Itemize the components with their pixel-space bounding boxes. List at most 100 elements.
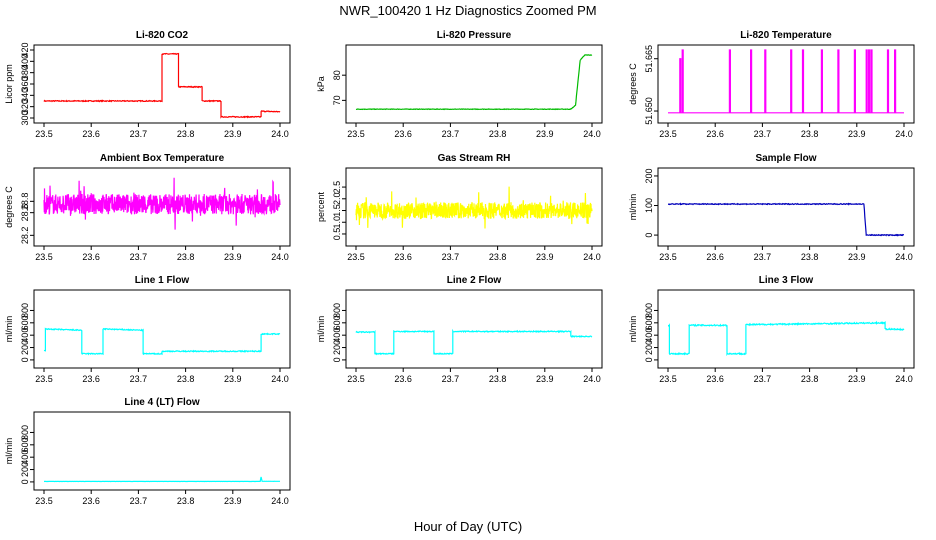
x-tick-label-ambient-box-temperature: 23.5	[35, 252, 53, 262]
x-tick-label-li-820-co2: 23.5	[35, 129, 53, 139]
series-line-ambient-box-temperature	[43, 177, 281, 230]
x-tick-label-gas-stream-rh: 23.5	[347, 252, 365, 262]
y-tick-label-li-820-co2: 320	[20, 99, 30, 114]
x-tick-label-line-3-flow: 23.8	[801, 374, 819, 384]
chart-title-li-820-pressure: Li-820 Pressure	[437, 30, 512, 41]
y-tick-label-li-820-co2: 420	[20, 42, 30, 57]
x-tick-label-ambient-box-temperature: 23.6	[82, 252, 100, 262]
x-tick-label-line-4-lt-flow: 23.5	[35, 496, 53, 506]
y-axis-label-li-820-co2: Licor ppm	[4, 64, 14, 104]
y-tick-label-sample-flow: 0	[644, 233, 654, 238]
series-line-line-3-flow	[667, 320, 905, 357]
y-tick-label-li-820-co2: 400	[20, 54, 30, 69]
y-tick-label-sample-flow: 200	[644, 168, 654, 183]
y-axis-label-line-4-lt-flow: ml/min	[4, 438, 14, 465]
x-tick-label-sample-flow: 23.9	[848, 252, 866, 262]
x-tick-label-line-3-flow: 23.9	[848, 374, 866, 384]
chart-line-2-flow: Line 2 Flow 23.5 23.6 23.7 23.8 23.9 24.0 0 2004…	[316, 275, 603, 384]
x-tick-label-line-2-flow: 23.7	[442, 374, 460, 384]
chart-li-820-pressure: Li-820 Pressure 23.5 23.6 23.7 23.8 23.9 24.0 7…	[316, 30, 603, 139]
y-axis-label-li-820-temperature: degrees C	[628, 63, 638, 105]
x-axis-sample-flow: 23.5 23.6 23.7 23.8 23.9 24.0	[659, 245, 913, 262]
x-tick-label-ambient-box-temperature: 24.0	[271, 252, 289, 262]
chart-sample-flow: Sample Flow 23.5 23.6 23.7 23.8 23.9 24.0 0 100 2…	[628, 153, 915, 262]
y-tick-label-li-820-pressure: 80	[332, 70, 342, 80]
x-tick-label-line-3-flow: 24.0	[895, 374, 913, 384]
series-line-li-820-temperature	[668, 49, 904, 114]
chart-line-4-lt-flow: Line 4 (LT) Flow 23.5 23.6 23.7 23.8 23.9 24.0…	[4, 397, 291, 506]
plot-frame-li-820-pressure	[345, 44, 603, 124]
x-tick-label-line-3-flow: 23.5	[659, 374, 677, 384]
x-tick-label-li-820-pressure: 23.8	[489, 129, 507, 139]
y-axis-ambient-box-temperature: 28.2 28.628.8	[20, 193, 34, 245]
x-tick-label-sample-flow: 23.6	[706, 252, 724, 262]
plot-frame-line-4-lt-flow	[33, 411, 291, 491]
plot-frame-line-2-flow	[345, 289, 603, 369]
chart-title-line-2-flow: Line 2 Flow	[447, 275, 502, 286]
x-axis-ambient-box-temperature: 23.5 23.6 23.7 23.8 23.9 24.0	[35, 245, 289, 262]
chart-title-ambient-box-temperature: Ambient Box Temperature	[100, 153, 225, 164]
x-tick-label-line-3-flow: 23.7	[754, 374, 772, 384]
chart-title-li-820-co2: Li-820 CO2	[136, 30, 189, 41]
x-tick-label-line-2-flow: 24.0	[583, 374, 601, 384]
x-tick-label-line-2-flow: 23.9	[536, 374, 554, 384]
y-tick-label-line-3-flow: 800	[644, 303, 654, 318]
y-tick-label-line-2-flow: 800	[332, 303, 342, 318]
x-axis-line-2-flow: 23.5 23.6 23.7 23.8 23.9 24.0	[347, 367, 601, 384]
y-axis-label-ambient-box-temperature: degrees C	[4, 186, 14, 228]
x-tick-label-li-820-pressure: 23.9	[536, 129, 554, 139]
x-tick-label-li-820-temperature: 23.8	[801, 129, 819, 139]
x-axis-line-1-flow: 23.5 23.6 23.7 23.8 23.9 24.0	[35, 367, 289, 384]
x-tick-label-line-4-lt-flow: 23.6	[82, 496, 100, 506]
chart-li-820-temperature: Li-820 Temperature 23.5 23.6 23.7 23.8 23.9 24…	[628, 30, 915, 139]
y-tick-label-gas-stream-rh: 0.5	[332, 228, 342, 241]
x-tick-label-sample-flow: 23.5	[659, 252, 677, 262]
y-tick-label-line-2-flow: 200	[332, 340, 342, 355]
chart-title-line-4-lt-flow: Line 4 (LT) Flow	[124, 397, 200, 408]
y-tick-label-line-3-flow: 200	[644, 340, 654, 355]
x-tick-label-line-3-flow: 23.6	[706, 374, 724, 384]
y-axis-sample-flow: 0 100 200	[644, 168, 658, 238]
x-axis-li-820-temperature: 23.5 23.6 23.7 23.8 23.9 24.0	[659, 122, 913, 139]
x-tick-label-line-1-flow: 23.8	[177, 374, 195, 384]
x-tick-label-ambient-box-temperature: 23.9	[224, 252, 242, 262]
y-axis-label-sample-flow: ml/min	[628, 194, 638, 221]
chart-li-820-co2: Li-820 CO2 23.5 23.6 23.7 23.8 23.9 24.0 300320…	[4, 30, 291, 139]
y-tick-label-sample-flow: 100	[644, 198, 654, 213]
x-tick-label-line-2-flow: 23.8	[489, 374, 507, 384]
series-line-line-1-flow	[43, 327, 281, 356]
y-tick-label-gas-stream-rh: 1.5	[332, 204, 342, 217]
x-tick-label-line-1-flow: 23.9	[224, 374, 242, 384]
series-line-gas-stream-rh	[355, 186, 593, 229]
y-tick-label-ambient-box-temperature: 28.2	[20, 227, 30, 245]
y-axis-label-line-1-flow: ml/min	[4, 316, 14, 343]
plot-frame-line-3-flow	[657, 289, 915, 369]
y-tick-label-gas-stream-rh: 2.5	[332, 181, 342, 194]
y-axis-li-820-pressure: 70 80	[332, 70, 346, 105]
chart-line-3-flow: Line 3 Flow 23.5 23.6 23.7 23.8 23.9 24.0 0 2004…	[628, 275, 915, 384]
x-tick-label-line-4-lt-flow: 24.0	[271, 496, 289, 506]
x-tick-label-li-820-pressure: 23.6	[394, 129, 412, 139]
y-tick-label-line-2-flow: 600	[332, 315, 342, 330]
y-tick-label-li-820-pressure: 70	[332, 95, 342, 105]
chart-title-line-1-flow: Line 1 Flow	[135, 275, 190, 286]
x-tick-label-sample-flow: 23.7	[754, 252, 772, 262]
chart-title-sample-flow: Sample Flow	[755, 153, 816, 164]
x-tick-label-li-820-temperature: 23.5	[659, 129, 677, 139]
x-tick-label-line-2-flow: 23.6	[394, 374, 412, 384]
x-tick-label-line-1-flow: 23.7	[130, 374, 148, 384]
y-axis-gas-stream-rh: 0.51.01.52.02.5	[332, 181, 346, 240]
y-tick-label-line-4-lt-flow: 200	[20, 462, 30, 477]
x-tick-label-gas-stream-rh: 23.7	[442, 252, 460, 262]
y-tick-label-line-1-flow: 200	[20, 340, 30, 355]
y-tick-label-line-3-flow: 400	[644, 328, 654, 343]
x-tick-label-line-1-flow: 23.5	[35, 374, 53, 384]
figure-title: NWR_100420 1 Hz Diagnostics Zoomed PM	[339, 3, 596, 18]
y-tick-label-line-1-flow: 800	[20, 303, 30, 318]
x-tick-label-li-820-co2: 24.0	[271, 129, 289, 139]
x-tick-label-line-4-lt-flow: 23.7	[130, 496, 148, 506]
